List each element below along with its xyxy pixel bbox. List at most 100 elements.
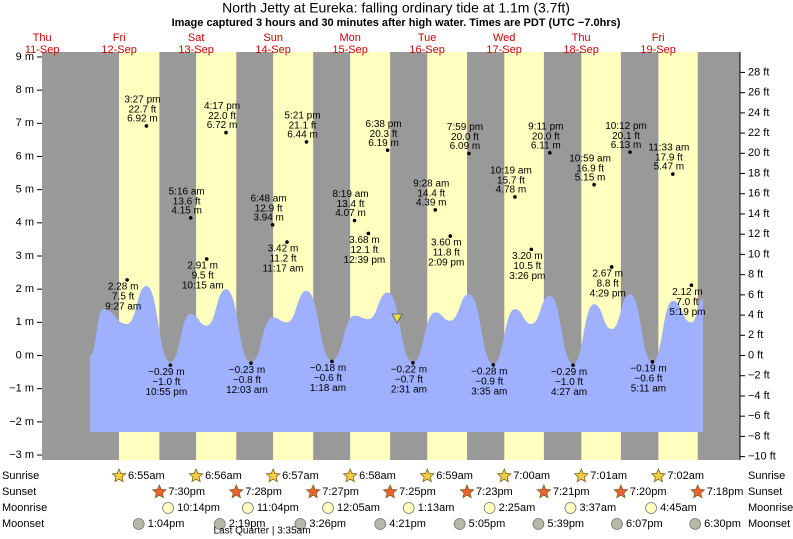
y-tick-label: 7 m [16, 117, 34, 129]
y2-tick-label: 8 ft [748, 269, 763, 281]
extreme-label: −0.23 m [229, 365, 265, 376]
moon-icon [213, 518, 226, 530]
extreme-dot [433, 208, 438, 212]
moon-icon [374, 518, 387, 530]
row-time: 7:00am [513, 470, 550, 482]
y2-tick-label: 24 ft [748, 107, 769, 119]
extreme-label: −0.29 m [148, 367, 184, 378]
row-time: 4:21pm [389, 518, 426, 530]
extreme-dot [144, 124, 149, 128]
moon-icon [564, 502, 577, 514]
y2-tick-label: 10 ft [748, 248, 769, 260]
y-tick-label: 6 m [16, 150, 34, 162]
extreme-dot [571, 363, 575, 367]
extreme-label: 6.09 m [450, 141, 481, 152]
y2-tick-label: 12 ft [748, 228, 769, 240]
extreme-label: 4.39 m [416, 198, 447, 209]
row-time: 12:05am [337, 502, 380, 514]
extreme-label: −0.8 ft [233, 375, 261, 386]
current-tide-marker [391, 313, 403, 324]
moon-icon [294, 518, 307, 530]
row-time: 11:04pm [257, 502, 299, 514]
extreme-dot [467, 151, 471, 156]
extreme-dot [330, 359, 334, 364]
moon-icon [132, 518, 145, 530]
extreme-label: 5:21 pm [284, 111, 320, 122]
extreme-label: 22.7 ft [129, 105, 157, 116]
sun-icon [419, 467, 435, 483]
row-time: 7:18pm [707, 486, 744, 498]
extreme-label: 8:19 am [332, 189, 368, 200]
y2-tick-label: 2 ft [748, 329, 763, 341]
chart-title: North Jetty at Eureka: falling ordinary … [222, 0, 570, 16]
extreme-label: −0.9 ft [475, 376, 503, 387]
row-name-left: Sunset [2, 486, 36, 498]
moon-icon [483, 502, 496, 514]
extreme-label: 6.19 m [368, 138, 399, 149]
y2-tick-label: 6 ft [748, 289, 763, 301]
row-time: 3:26pm [309, 518, 346, 530]
date-label: 15-Sep [332, 44, 367, 56]
extreme-label: 4:29 pm [590, 289, 626, 300]
chart-subtitle: Image captured 3 hours and 30 minutes af… [172, 17, 621, 29]
extreme-dot [513, 195, 517, 199]
row-time: 6:58am [359, 470, 396, 482]
sun-icon [690, 483, 706, 499]
extreme-label: 5:16 am [169, 186, 205, 197]
y-tick-label: 9 m [16, 51, 34, 63]
extreme-label: 3:27 pm [124, 95, 160, 106]
moon-icon [402, 502, 415, 514]
moon-icon [453, 518, 466, 530]
row-time: 6:30pm [704, 518, 741, 530]
sun-icon [459, 483, 475, 499]
row-time: 3:37am [579, 502, 616, 514]
row-time: 6:59am [436, 470, 473, 482]
extreme-label: 3:26 pm [509, 271, 545, 282]
sun-icon [536, 483, 552, 499]
extreme-label: 3.20 m [512, 251, 543, 262]
extreme-label: 14.4 ft [417, 189, 445, 200]
row-name-right: Moonrise [748, 502, 793, 514]
extreme-label: 21.1 ft [289, 121, 317, 132]
extreme-label: 6.44 m [287, 130, 318, 141]
extreme-label: 11.8 ft [433, 248, 460, 259]
y2-tick-label: 0 ft [748, 349, 763, 361]
y2-tick-label: −4 ft [748, 390, 770, 402]
extreme-label: 4.78 m [496, 185, 527, 196]
extreme-label: 3.94 m [253, 212, 284, 223]
extreme-label: −1.0 ft [555, 377, 583, 388]
tide-area [90, 285, 704, 432]
date-label: 12-Sep [101, 44, 136, 56]
extreme-label: 16.9 ft [576, 163, 604, 174]
extreme-dot [270, 223, 275, 227]
extreme-label: 9.5 ft [192, 271, 214, 282]
y-tick-label: 5 m [16, 184, 34, 196]
extreme-label: 12.9 ft [255, 203, 283, 214]
extreme-label: 10.5 ft [513, 261, 541, 272]
extreme-label: 1:18 am [310, 383, 346, 394]
row-time: 5:05pm [469, 518, 506, 530]
row-time: 7:21pm [553, 486, 590, 498]
extreme-label: −0.28 m [471, 366, 507, 377]
row-time: 1:13am [418, 502, 455, 514]
extreme-dot [168, 363, 173, 367]
extreme-label: −0.19 m [630, 363, 666, 374]
row-time: 6:55am [128, 470, 165, 482]
extreme-dot [224, 130, 228, 135]
weekday-label: Thu [33, 32, 52, 44]
extreme-dot [548, 151, 552, 155]
y2-tick-label: 26 ft [748, 87, 769, 99]
row-time: 7:20pm [630, 486, 667, 498]
extreme-dot [125, 278, 129, 282]
sun-icon [342, 467, 358, 483]
row-name-left: Sunrise [2, 470, 39, 482]
extreme-label: 15.7 ft [497, 176, 525, 187]
row-time: 4:45am [660, 502, 697, 514]
row-time: 7:01am [590, 470, 627, 482]
sun-icon [573, 467, 589, 483]
extreme-label: 8.8 ft [597, 279, 619, 290]
weekday-label: Sun [263, 32, 283, 44]
y-tick-label: 8 m [16, 84, 34, 96]
y2-tick-label: 4 ft [748, 309, 763, 321]
